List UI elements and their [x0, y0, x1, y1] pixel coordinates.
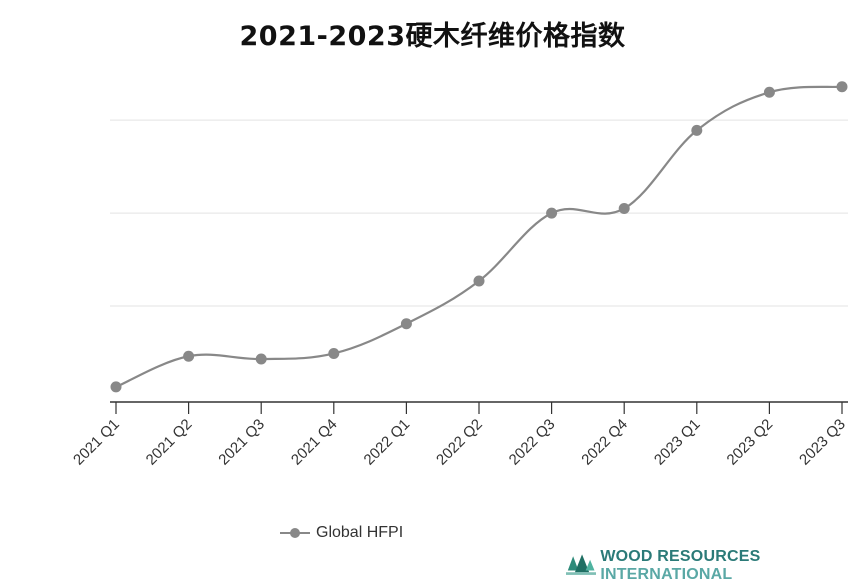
- data-point: [255, 353, 267, 365]
- logo-text: WOOD RESOURCES INTERNATIONAL: [600, 548, 761, 583]
- x-tick-label: 2023 Q1: [651, 416, 704, 469]
- brand-logo: WOOD RESOURCES INTERNATIONAL: [566, 548, 865, 584]
- data-point: [110, 381, 122, 393]
- gridlines: [110, 119, 848, 307]
- data-point: [763, 86, 775, 98]
- legend: Global HFPI: [280, 524, 403, 542]
- x-tick-labels: 2021 Q1 2021 Q2 2021 Q3 2021 Q4 2022 Q1 2022 …: [70, 416, 849, 469]
- x-tick-label: 2022 Q1: [361, 416, 414, 469]
- x-tick-label: 2022 Q4: [578, 416, 631, 469]
- chart-title: 2021-2023硬木纤维价格指数: [239, 21, 626, 52]
- data-point: [183, 350, 195, 362]
- series-line-global-hfpi: [115, 85, 843, 388]
- data-point: [473, 275, 485, 287]
- x-tick-label: 2023 Q2: [724, 416, 777, 469]
- data-point: [546, 207, 558, 219]
- series-points: [110, 81, 848, 393]
- data-point: [618, 202, 630, 214]
- x-tick-label: 2021 Q2: [143, 416, 196, 469]
- data-point: [836, 81, 848, 93]
- data-point: [328, 347, 340, 359]
- legend-label: Global HFPI: [316, 524, 404, 541]
- x-tick-label: 2023 Q3: [796, 416, 849, 469]
- x-tick-label: 2022 Q2: [433, 416, 486, 469]
- data-point: [691, 124, 703, 136]
- tree-icon: [566, 554, 597, 575]
- x-tick-label: 2022 Q3: [506, 416, 559, 469]
- legend-marker-icon: [280, 526, 310, 540]
- data-point: [400, 318, 412, 330]
- x-axis: [110, 401, 848, 414]
- x-tick-label: 2021 Q4: [288, 416, 341, 469]
- x-tick-label: 2021 Q1: [70, 416, 123, 469]
- x-tick-label: 2021 Q3: [215, 416, 268, 469]
